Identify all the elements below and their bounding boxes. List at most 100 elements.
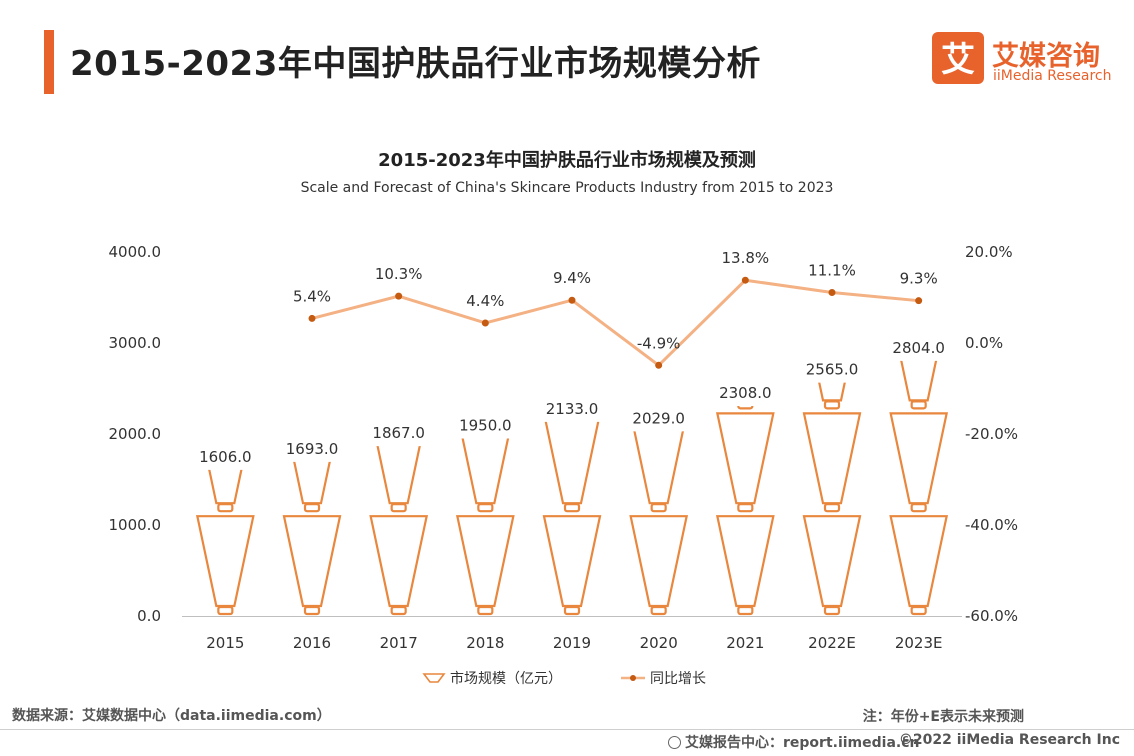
bar-cup-shape — [629, 515, 689, 608]
growth-rate-point — [308, 314, 316, 322]
bar-cup-base — [737, 605, 754, 616]
market-size-bar — [369, 311, 429, 616]
footer-report-site[interactable]: 艾媒报告中心：report.iimedia.cn — [668, 732, 920, 752]
bar-value-label: 2308.0 — [719, 384, 772, 402]
growth-rate-label: 10.3% — [375, 265, 423, 283]
bar-cup-shape — [715, 412, 775, 505]
bar-cup-base — [652, 401, 666, 408]
market-size-bar — [889, 360, 949, 616]
growth-rate-point — [741, 276, 749, 284]
bar-value-label: 2804.0 — [892, 339, 945, 357]
bar-cup-shape — [461, 438, 510, 505]
bar-cup-base — [390, 605, 407, 616]
y-right-tick-label: 0.0% — [965, 334, 1003, 352]
bar-cup-base — [737, 405, 754, 410]
y-right-tick-label: -60.0% — [965, 607, 1018, 625]
y-right-tick-label: -20.0% — [965, 425, 1018, 443]
bar-cup-base — [303, 605, 321, 616]
y-right-tick-label: -40.0% — [965, 516, 1018, 534]
title-accent-bar — [44, 30, 54, 94]
bar-cup-base — [392, 401, 406, 408]
bar-cup-shape — [371, 311, 427, 401]
y-left-tick-label: 2000.0 — [109, 425, 162, 443]
bar-cup-shape — [544, 311, 600, 401]
page-title: 2015-2023年中国护肤品行业市场规模分析 — [70, 44, 761, 84]
growth-rate-label: 11.1% — [808, 261, 856, 279]
combo-chart: 0.0 1000.0 2000.0 3000.0 4000.0 -60.0% -40.0% -… — [109, 208, 1019, 652]
bar-cup-shape — [802, 515, 862, 608]
bar-cup-shape — [631, 311, 687, 401]
logo-mark-icon: 艾 — [932, 32, 984, 84]
bar-cup-shape — [544, 421, 600, 505]
growth-rate-line — [311, 278, 919, 367]
y-right-tick-label: 20.0% — [965, 243, 1013, 261]
x-tick-label: 2017 — [380, 634, 418, 652]
footer-copyright: ©2022 iiMedia Research Inc — [898, 732, 1120, 748]
growth-rate-label: 9.4% — [553, 269, 591, 287]
bar-cup-shape — [293, 461, 331, 505]
chart-legend: 市场规模（亿元） 同比增长 — [0, 668, 1134, 690]
legend-swatch-bar-icon — [422, 673, 446, 683]
bar-cup-base — [217, 605, 234, 616]
y-left-tick-label: 4000.0 — [109, 243, 162, 261]
bar-value-label: 1606.0 — [199, 448, 252, 466]
bar-cup-base — [563, 605, 581, 616]
bar-value-label: 1950.0 — [459, 417, 512, 435]
x-tick-label: 2018 — [466, 634, 504, 652]
bar-cup-base — [305, 401, 319, 408]
bar-cup-shape — [376, 446, 421, 505]
bar-cup-base — [477, 605, 494, 616]
footer-divider — [0, 729, 1134, 730]
growth-rate-label: -4.9% — [637, 334, 681, 352]
chart-title: 2015-2023年中国护肤品行业市场规模及预测 — [378, 150, 756, 171]
market-size-bar — [455, 401, 515, 616]
growth-rate-label: 13.8% — [722, 249, 770, 267]
footer-site-text: 艾媒报告中心：report.iimedia.cn — [685, 735, 920, 751]
bar-value-label: 1867.0 — [372, 424, 425, 442]
legend-item-market-size: 市场规模（亿元） — [422, 668, 562, 688]
iimedia-logo: 艾 艾媒咨询 iiMedia Research — [932, 32, 1122, 90]
legend-swatch-line-icon — [621, 675, 645, 681]
y-left-tick-label: 0.0 — [137, 607, 161, 625]
bar-cup-shape — [804, 208, 860, 298]
bar-cup-base — [910, 400, 927, 410]
bar-cup-base — [825, 299, 839, 306]
bar-cup-shape — [542, 515, 602, 608]
market-size-bar — [802, 208, 862, 616]
bar-cup-base — [910, 605, 927, 616]
bar-cup-base — [303, 503, 321, 513]
bar-cup-base — [563, 503, 581, 513]
bar-cup-shape — [284, 311, 340, 401]
x-tick-label: 2022E — [808, 634, 856, 652]
bar-cup-base — [823, 605, 841, 616]
bar-cup-base — [910, 503, 927, 513]
bar-cup-shape — [889, 515, 949, 608]
chart-subtitle: Scale and Forecast of China's Skincare P… — [300, 180, 834, 196]
logo-text-cn: 艾媒咨询 — [992, 41, 1100, 72]
growth-rate-point — [481, 319, 489, 327]
bar-cup-shape — [715, 515, 775, 608]
bar-cup-base — [390, 503, 407, 513]
bar-cup-base — [823, 503, 841, 513]
bar-cup-base — [218, 401, 232, 408]
bar-cup-shape — [282, 515, 342, 608]
bar-cup-base — [738, 299, 752, 306]
logo-text-en: iiMedia Research — [993, 68, 1112, 84]
market-size-bar — [195, 401, 255, 616]
growth-rate-point — [395, 292, 403, 300]
logo-mark-text: 艾 — [941, 40, 975, 80]
bar-cup-base — [477, 503, 494, 513]
bar-value-label: 2133.0 — [546, 400, 599, 418]
y-left-tick-label: 1000.0 — [109, 516, 162, 534]
bar-cup-base — [478, 401, 492, 408]
bar-cup-shape — [818, 382, 846, 402]
globe-icon — [668, 736, 681, 749]
growth-rate-point — [655, 361, 663, 369]
market-size-bar — [629, 311, 689, 616]
bar-cup-shape — [889, 412, 949, 505]
bar-cup-shape — [208, 469, 243, 505]
market-size-bar — [715, 299, 775, 616]
bar-cup-shape — [195, 515, 255, 608]
growth-rate-point — [915, 297, 923, 305]
x-tick-label: 2023E — [895, 634, 943, 652]
